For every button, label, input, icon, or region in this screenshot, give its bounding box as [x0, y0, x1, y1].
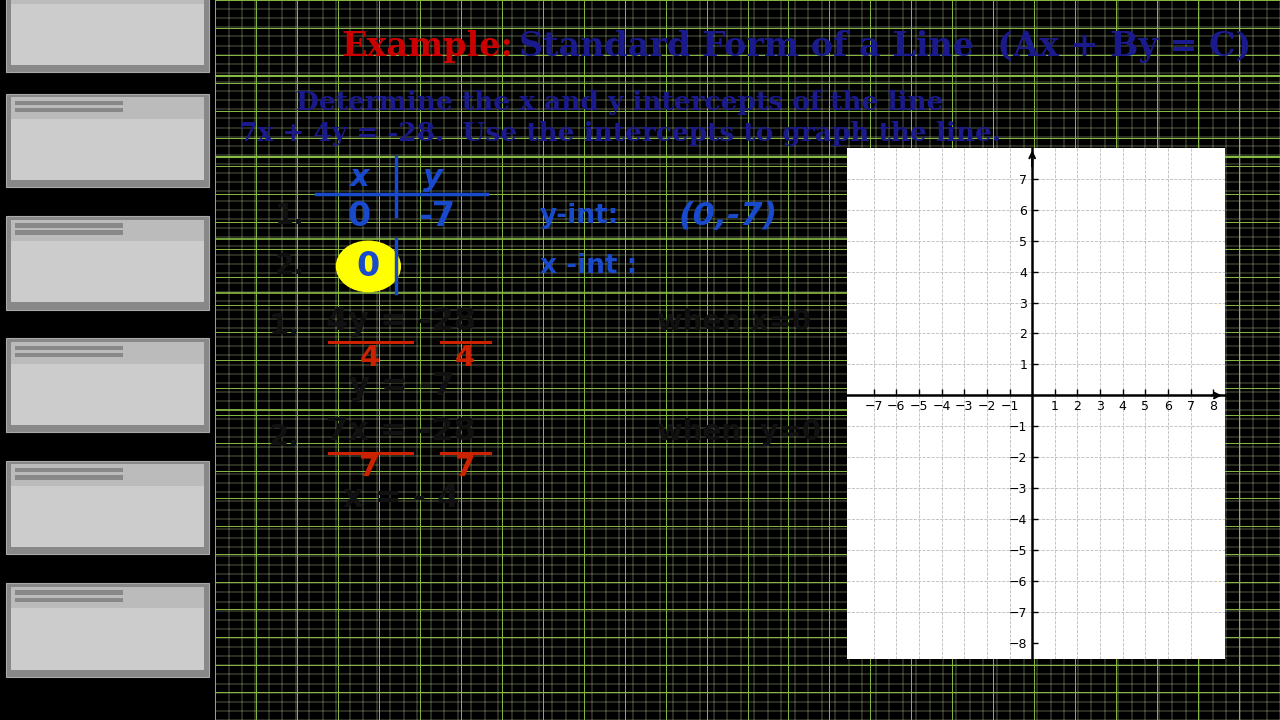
- Ellipse shape: [337, 241, 401, 292]
- Bar: [10, 223, 205, 302]
- Bar: [6, 338, 209, 432]
- Bar: [15, 590, 123, 595]
- Text: 4: 4: [360, 344, 380, 372]
- Bar: [10, 0, 205, 4]
- Text: 0: 0: [347, 199, 370, 233]
- Bar: [15, 346, 123, 350]
- Text: x -int :: x -int :: [540, 253, 637, 279]
- Text: when x=0: when x=0: [657, 308, 812, 336]
- Bar: [15, 108, 123, 112]
- Bar: [15, 353, 123, 357]
- Bar: [6, 94, 209, 187]
- Text: 0: 0: [357, 250, 380, 283]
- Bar: [6, 216, 209, 310]
- Bar: [15, 223, 123, 228]
- Text: Standard Form of a Line  (Ax + By = C): Standard Form of a Line (Ax + By = C): [518, 30, 1251, 63]
- Text: -7: -7: [419, 199, 456, 233]
- Text: y-int:: y-int:: [540, 203, 620, 229]
- Text: 1.: 1.: [269, 312, 300, 340]
- Bar: [15, 101, 123, 105]
- Bar: [15, 468, 123, 472]
- Text: y: y: [424, 163, 443, 192]
- Bar: [10, 587, 205, 608]
- Text: 4y = -28: 4y = -28: [326, 306, 476, 338]
- Bar: [10, 346, 205, 425]
- Bar: [10, 0, 205, 65]
- Text: (0,-7): (0,-7): [678, 200, 777, 232]
- Text: Determine the x and y intercepts of the line: Determine the x and y intercepts of the …: [296, 90, 943, 114]
- Text: y = -7: y = -7: [348, 371, 454, 402]
- Text: when  y=0: when y=0: [657, 418, 822, 446]
- Text: 4: 4: [456, 344, 475, 372]
- Bar: [10, 590, 205, 670]
- Bar: [6, 0, 209, 72]
- Bar: [6, 461, 209, 554]
- Bar: [10, 220, 205, 241]
- Bar: [6, 583, 209, 677]
- Text: 2.: 2.: [269, 423, 300, 451]
- Text: 7: 7: [456, 454, 475, 482]
- Text: x = - 4: x = - 4: [343, 482, 460, 514]
- Bar: [10, 101, 205, 180]
- Text: Example:: Example:: [342, 30, 513, 63]
- Bar: [10, 342, 205, 364]
- Text: 7: 7: [360, 454, 380, 482]
- Bar: [10, 468, 205, 547]
- Text: x: x: [349, 163, 369, 192]
- Bar: [15, 230, 123, 235]
- Bar: [15, 598, 123, 602]
- Bar: [10, 464, 205, 486]
- Text: 7x + 4y = -28.  Use the intercepts to graph the line.: 7x + 4y = -28. Use the intercepts to gra…: [239, 121, 1001, 145]
- Text: 7x = -28: 7x = -28: [326, 416, 476, 448]
- Bar: [10, 97, 205, 119]
- Bar: [15, 475, 123, 480]
- Text: 2.: 2.: [275, 253, 305, 280]
- Text: 1.: 1.: [275, 202, 305, 230]
